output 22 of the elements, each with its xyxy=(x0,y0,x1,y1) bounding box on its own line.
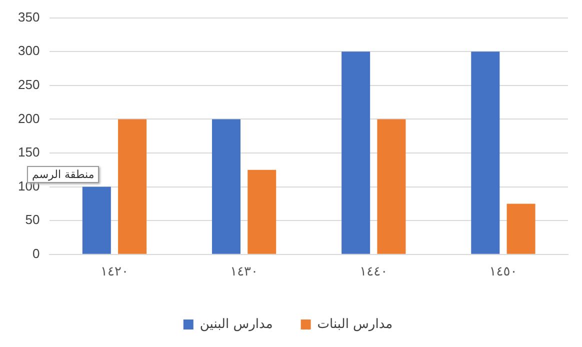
y-tick-label: 0 xyxy=(32,246,40,261)
y-tick-label: 350 xyxy=(18,9,40,24)
y-tick-label: 50 xyxy=(25,212,40,228)
bar xyxy=(248,170,276,254)
y-tick-label: 250 xyxy=(18,76,40,92)
legend-label: مدارس البنات xyxy=(317,316,393,332)
bar xyxy=(118,119,147,254)
bar xyxy=(82,186,111,254)
x-tick-label: ١٤٤٠ xyxy=(360,264,388,280)
bar xyxy=(377,119,406,254)
bar xyxy=(212,119,240,254)
y-tick-label: 200 xyxy=(18,110,40,126)
x-tick-label: ١٤٥٠ xyxy=(489,264,518,280)
legend-label: مدارس البنين xyxy=(200,316,273,332)
bar xyxy=(506,204,536,254)
x-tick-label: ١٤٢٠ xyxy=(100,264,128,280)
y-tick-label: 150 xyxy=(18,144,40,160)
y-tick-label: 300 xyxy=(18,43,40,58)
annotation: منطقة الرسم xyxy=(27,166,100,183)
bar xyxy=(471,52,500,254)
x-tick-label: ١٤٣٠ xyxy=(230,264,258,280)
bar xyxy=(342,52,370,254)
